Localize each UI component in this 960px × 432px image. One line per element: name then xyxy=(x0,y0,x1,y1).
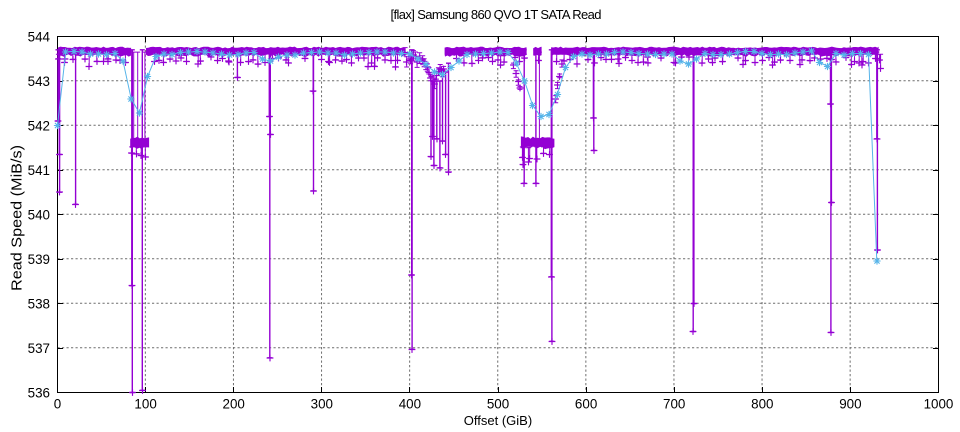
svg-text:300: 300 xyxy=(311,396,333,411)
svg-text:800: 800 xyxy=(751,396,773,411)
svg-text:600: 600 xyxy=(575,396,597,411)
svg-text:537: 537 xyxy=(28,341,50,356)
svg-text:539: 539 xyxy=(28,252,50,267)
svg-text:541: 541 xyxy=(28,163,50,178)
svg-text:400: 400 xyxy=(399,396,421,411)
svg-text:500: 500 xyxy=(487,396,509,411)
svg-text:544: 544 xyxy=(28,30,51,45)
svg-text:1000: 1000 xyxy=(924,396,954,411)
svg-text:536: 536 xyxy=(28,386,50,401)
svg-text:200: 200 xyxy=(223,396,245,411)
svg-text:Offset (GiB): Offset (GiB) xyxy=(464,413,532,428)
svg-text:100: 100 xyxy=(134,396,156,411)
svg-text:Read Speed (MiB/s): Read Speed (MiB/s) xyxy=(9,145,26,291)
svg-text:900: 900 xyxy=(839,396,861,411)
svg-text:[flax] Samsung 860 QVO 1T SATA: [flax] Samsung 860 QVO 1T SATA Read xyxy=(391,7,602,22)
svg-text:538: 538 xyxy=(28,297,50,312)
svg-text:0: 0 xyxy=(54,396,61,411)
svg-text:543: 543 xyxy=(28,74,50,89)
svg-text:542: 542 xyxy=(28,119,50,134)
svg-text:540: 540 xyxy=(28,208,50,223)
svg-text:700: 700 xyxy=(663,396,685,411)
